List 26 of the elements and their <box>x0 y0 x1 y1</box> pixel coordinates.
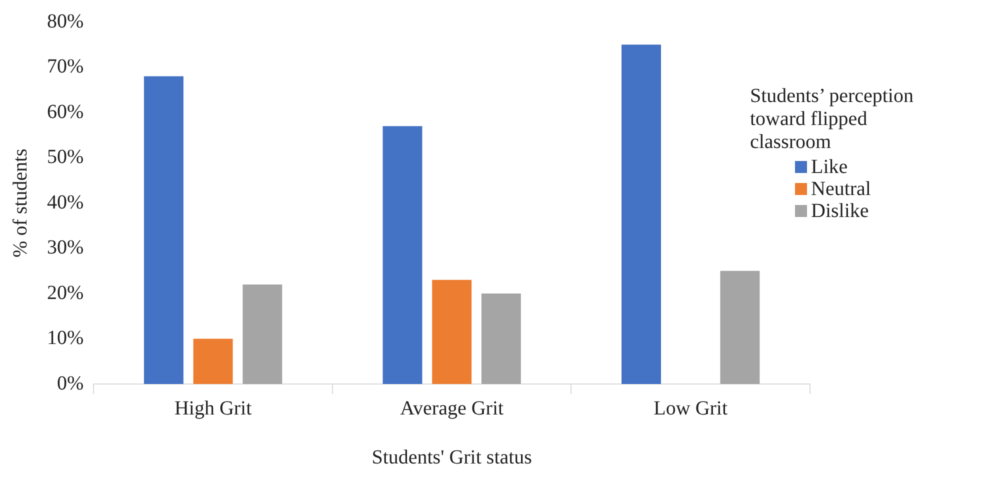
bar <box>242 284 282 384</box>
bar <box>720 270 760 384</box>
bar <box>382 126 422 384</box>
y-tick-label: 30% <box>46 236 84 258</box>
legend-title: Students’ perception toward flipped classroom <box>750 85 914 154</box>
bar <box>622 44 661 384</box>
bar <box>144 76 184 384</box>
x-tick-label: High Grit <box>174 397 252 420</box>
y-tick-label: 40% <box>46 191 84 214</box>
y-tick-label: 10% <box>46 327 84 349</box>
y-axis-title: % of students <box>9 148 32 258</box>
x-axis-title: Students' Grit status <box>372 446 532 468</box>
y-tick-label: 70% <box>46 56 84 78</box>
y-tick-label: 50% <box>46 146 84 168</box>
bar <box>193 338 233 384</box>
legend-label: Like <box>811 156 848 178</box>
y-tick-label: 20% <box>46 282 84 304</box>
bar <box>432 280 472 384</box>
y-tick-label: 60% <box>46 100 84 123</box>
y-tick-label: 80% <box>46 10 84 32</box>
y-tick-label: 0% <box>56 372 84 394</box>
x-tick-label: Average Grit <box>400 397 504 420</box>
legend-label: Dislike <box>811 200 869 222</box>
legend-label: Neutral <box>811 178 871 200</box>
bar <box>481 294 521 384</box>
x-tick-label: Low Grit <box>654 397 728 420</box>
